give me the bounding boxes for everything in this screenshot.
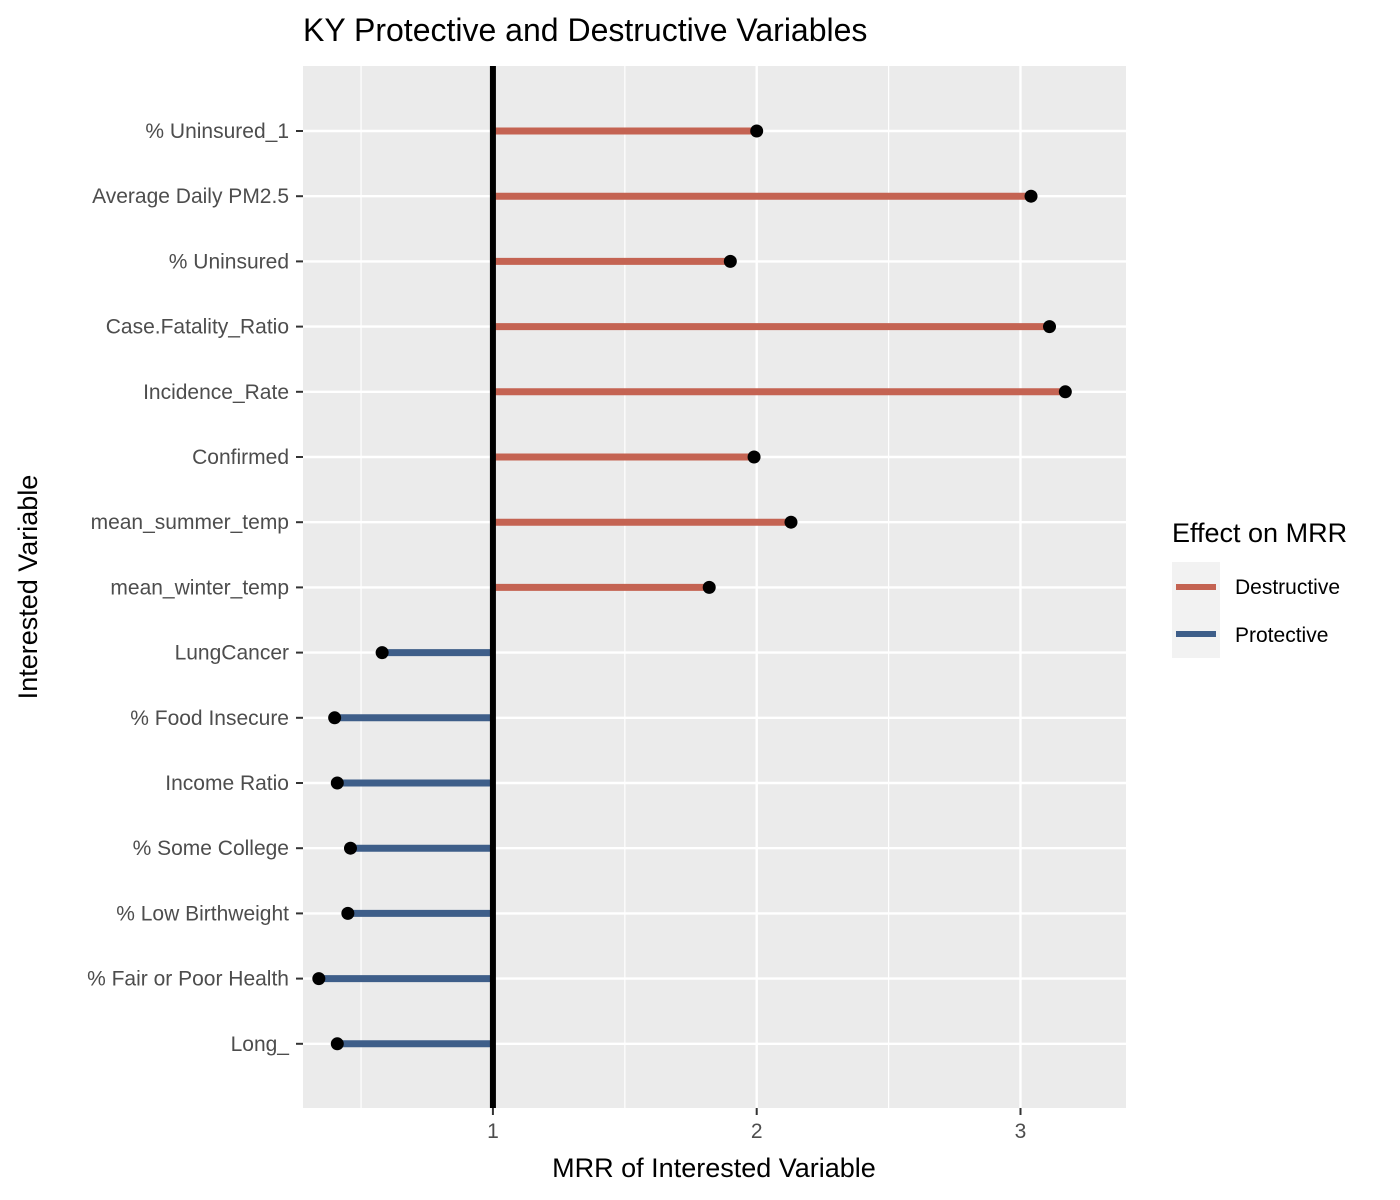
lollipop-points	[312, 124, 1072, 1051]
lollipop-point	[747, 450, 761, 464]
legend-key-background	[1172, 562, 1220, 658]
y-tick-label: Long_	[231, 1033, 290, 1056]
lollipop-point	[1058, 385, 1072, 399]
y-tick-label: % Fair or Poor Health	[87, 968, 289, 991]
legend: Effect on MRR Destructive Protective	[1172, 518, 1347, 658]
y-axis-title: Interested Variable	[13, 475, 43, 700]
lollipop-point	[375, 646, 389, 660]
y-tick-label: mean_summer_temp	[91, 511, 289, 534]
lollipop-point	[784, 515, 798, 529]
y-tick-label: Case.Fatality_Ratio	[106, 316, 289, 339]
lollipop-point	[330, 1037, 344, 1051]
y-tick-label: mean_winter_temp	[110, 576, 289, 599]
chart-title: KY Protective and Destructive Variables	[303, 12, 867, 48]
lollipop-point	[723, 254, 737, 268]
x-tick-label: 2	[751, 1120, 763, 1143]
x-tick-label: 3	[1015, 1120, 1027, 1143]
y-tick-label: Confirmed	[192, 446, 289, 469]
y-tick-label: Average Daily PM2.5	[92, 185, 289, 208]
lollipop-point	[1024, 189, 1038, 203]
lollipop-segments	[318, 127, 1066, 1048]
y-tick-label: % Food Insecure	[130, 707, 289, 730]
lollipop-point	[328, 711, 342, 725]
y-tick-label: Incidence_Rate	[143, 381, 289, 404]
x-axis-title: MRR of Interested Variable	[552, 1153, 876, 1183]
lollipop-point	[1043, 320, 1057, 334]
y-tick-label: Income Ratio	[165, 772, 289, 795]
y-tick-label: % Uninsured	[169, 250, 289, 273]
lollipop-point	[312, 972, 326, 986]
legend-title: Effect on MRR	[1172, 518, 1347, 548]
y-tick-label: LungCancer	[175, 642, 289, 665]
x-tick-label: 1	[487, 1120, 499, 1143]
y-axis: % Uninsured_1 Average Daily PM2.5 % Uninsu…	[87, 120, 303, 1056]
legend-label-protective: Protective	[1235, 624, 1328, 647]
y-tick-label: % Low Birthweight	[116, 902, 289, 925]
y-tick-label: % Uninsured_1	[145, 120, 289, 143]
x-axis: 1 2 3	[487, 1108, 1026, 1143]
y-tick-label: % Some College	[133, 837, 289, 860]
lollipop-point	[702, 580, 716, 594]
lollipop-point	[330, 776, 344, 790]
lollipop-point	[750, 124, 764, 138]
lollipop-point	[343, 841, 357, 855]
lollipop-point	[341, 906, 355, 920]
legend-label-destructive: Destructive	[1235, 576, 1340, 599]
